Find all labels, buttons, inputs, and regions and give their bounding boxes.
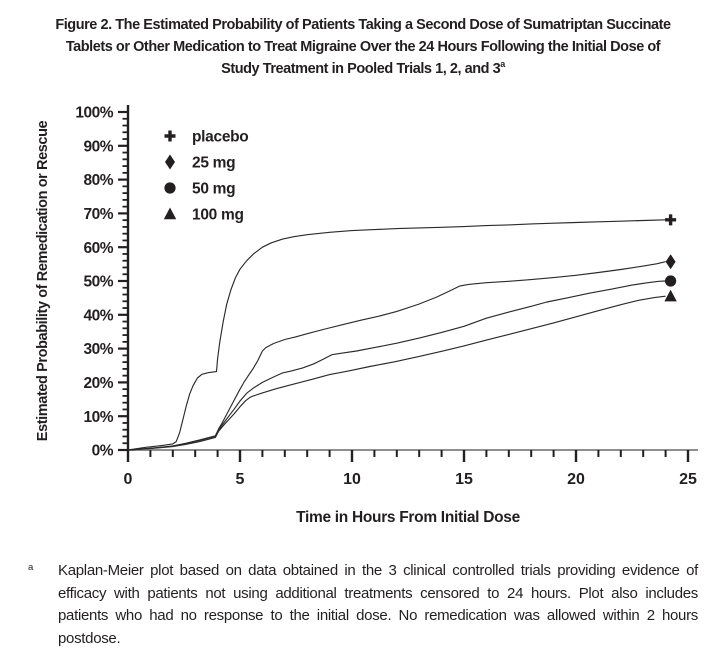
- legend-label: 50 mg: [192, 181, 235, 198]
- figure-title-line1: Figure 2. The Estimated Probability of P…: [55, 17, 671, 33]
- end-marker-diamond-icon: [665, 254, 676, 270]
- figure-title: Figure 2. The Estimated Probability of P…: [34, 14, 692, 80]
- x-tick-label: 15: [455, 471, 473, 488]
- x-tick-label: 10: [343, 471, 361, 488]
- series-line-25-mg: [127, 261, 666, 451]
- x-tick-label: 20: [567, 471, 585, 488]
- legend-marker-plus-icon: [164, 130, 176, 142]
- figure-title-line3: Study Treatment in Pooled Trials 1, 2, a…: [34, 58, 692, 80]
- legend-label: 100 mg: [192, 207, 244, 224]
- y-tick-label: 90%: [83, 138, 113, 155]
- end-marker-circle-icon: [665, 275, 677, 287]
- y-tick-label: 70%: [83, 206, 113, 223]
- y-tick-label: 40%: [83, 307, 113, 324]
- footnote-superscript: a: [28, 562, 34, 574]
- y-tick-label: 50%: [83, 274, 113, 291]
- y-tick-label: 30%: [83, 341, 113, 358]
- legend-marker-triangle-icon: [163, 207, 177, 220]
- y-tick-label: 0%: [92, 443, 114, 460]
- y-tick-label: 60%: [83, 240, 113, 257]
- y-tick-label: 20%: [83, 375, 113, 392]
- legend-marker-circle-icon: [164, 182, 176, 194]
- series-line-50-mg: [127, 280, 666, 451]
- x-tick-label: 5: [236, 471, 245, 488]
- y-tick-label: 100%: [75, 105, 113, 122]
- y-tick-label: 80%: [83, 172, 113, 189]
- series-line-100-mg: [127, 295, 666, 451]
- legend-label: 25 mg: [192, 155, 235, 172]
- figure-title-superscript: a: [500, 59, 505, 70]
- y-axis-title: Estimated Probability of Remedication or…: [35, 121, 51, 442]
- y-tick-label: 10%: [83, 409, 113, 426]
- legend-marker-diamond-icon: [165, 154, 175, 170]
- figure-title-line3-text: Study Treatment in Pooled Trials 1, 2, a…: [221, 61, 501, 78]
- legend-label: placebo: [192, 129, 248, 146]
- x-axis-title: Time in Hours From Initial Dose: [296, 509, 520, 526]
- end-marker-triangle-icon: [664, 289, 677, 302]
- footnote-line: Kaplan-Meier plot based on data obtained…: [58, 562, 698, 580]
- km-plot: 0% 10% 20% 30% 40% 50% 60% 70% 80% 90% 100% 0 5 10 15 2…: [35, 105, 698, 526]
- series-line-placebo: [127, 219, 666, 451]
- footnote-line: patients who had no response to the init…: [58, 607, 698, 625]
- figure-title-line2: Tablets or Other Medication to Treat Mig…: [65, 39, 661, 56]
- x-tick-label: 0: [124, 471, 133, 488]
- footnote-line: postdose.: [58, 629, 121, 647]
- footnote-line: efficacy with patients not using additio…: [58, 584, 698, 602]
- x-tick-label: 25: [679, 471, 697, 488]
- footnote-text: Kaplan-Meier plot based on data obtained…: [58, 560, 698, 650]
- footnote: a Kaplan-Meier plot based on data obtain…: [26, 560, 698, 650]
- end-marker-plus-icon: [665, 214, 677, 226]
